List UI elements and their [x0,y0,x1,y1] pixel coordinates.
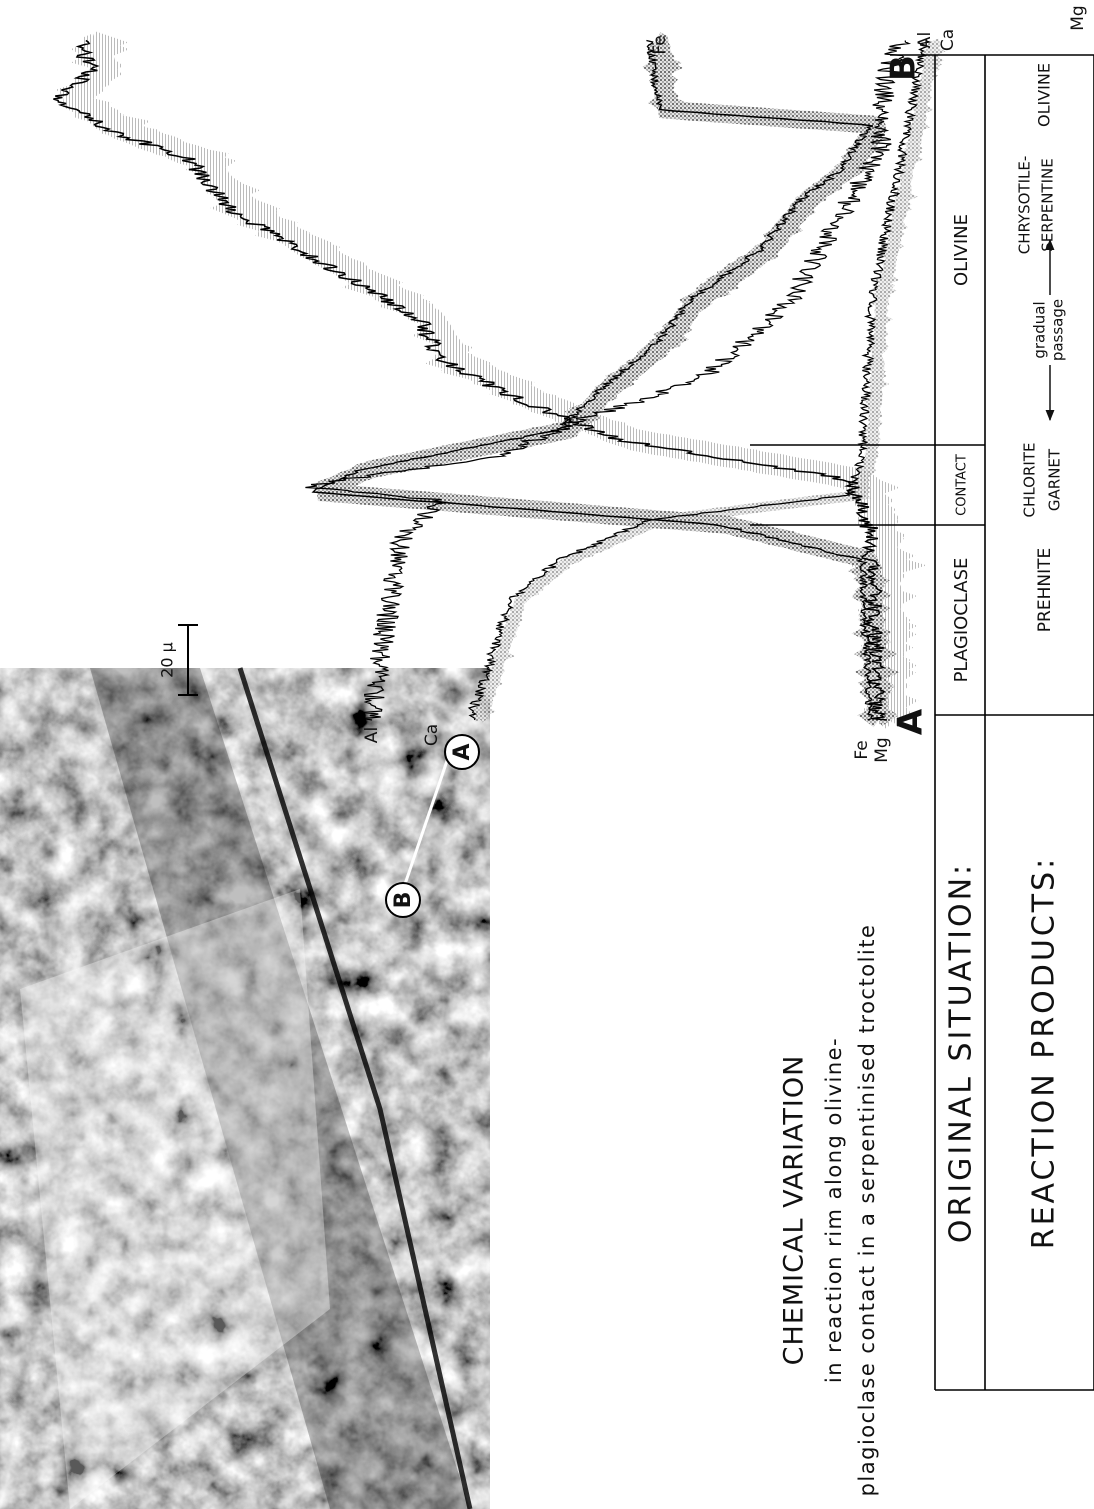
fe-band [315,32,900,728]
caption-line: plagioclase contact in a serpentinised t… [855,924,879,1497]
al-trace [305,40,912,721]
profile-line [401,751,452,891]
point-label: B [391,892,416,909]
fe-trace [311,39,874,721]
table-text: REACTION PRODUCTS: [1027,856,1062,1250]
element-label: Fe [650,35,670,54]
element-label: Al [362,727,382,743]
photo-crack [237,667,473,1509]
element-label: Ca [938,29,958,51]
rotated-figure: A B CHEMICAL VARIATION in reaction rim alon… [0,5,1094,1509]
element-label: Mg [1068,5,1088,30]
end-label: B [884,55,924,81]
table-text: SERPENTINE [1039,158,1057,251]
photo-light-zone [20,889,330,1509]
table-text: CHRYSOTILE- [1016,156,1034,255]
table-text: PREHNITE [1035,548,1055,632]
point-label: A [450,743,475,760]
table-text: gradual [1031,301,1049,358]
photo [0,668,490,1509]
element-label: Fe [852,740,872,759]
mg-trace [53,39,888,721]
ca-shading [471,38,946,723]
element-label: Al [915,32,935,48]
photo-dark-band [90,668,470,1509]
table-text: OLIVINE [1035,63,1054,127]
table-text: passage [1049,299,1067,361]
caption-line: in reaction rim along olivine- [822,1037,846,1383]
table-text: ORIGINAL SITUATION: [944,862,979,1243]
element-label: Ca [422,724,442,746]
scale-label: 20 μ [158,642,177,678]
table-text: GARNET [1046,448,1064,511]
element-label: Mg [872,737,892,762]
table-text: CONTACT [955,454,970,516]
point-marker [385,882,421,918]
point-marker [444,734,480,770]
end-label: A [891,708,931,735]
table-text: OLIVINE [951,214,972,286]
mg-shading [56,31,927,729]
table-text: PLAGIOCLASE [951,558,972,683]
table-text: CHLORITE [1021,443,1039,518]
caption-title: CHEMICAL VARIATION [779,1055,810,1366]
ca-trace [467,39,932,721]
